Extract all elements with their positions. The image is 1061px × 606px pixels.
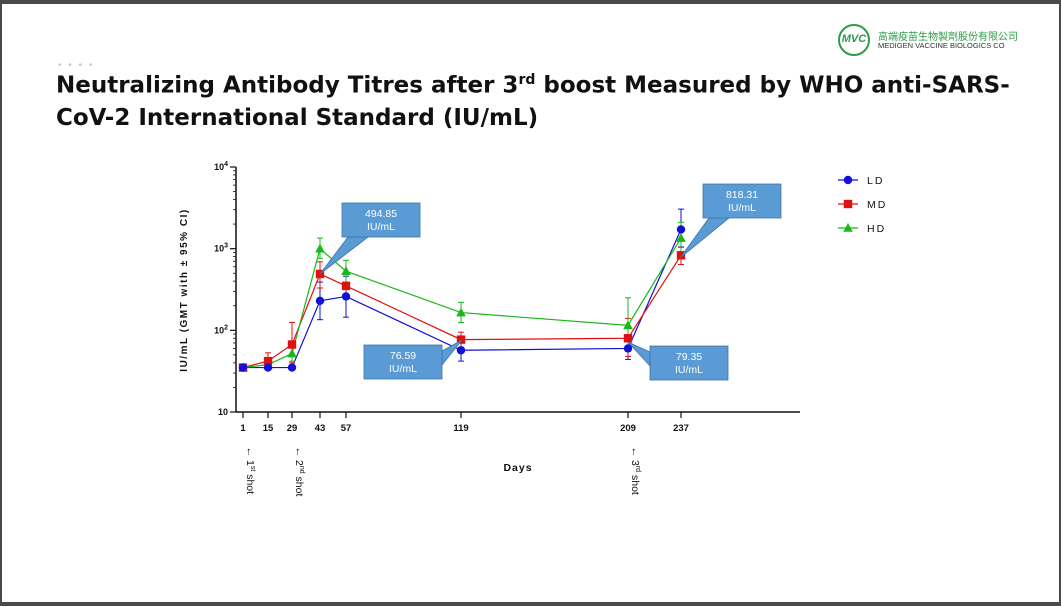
- legend-label-ld: LD: [867, 175, 884, 187]
- annotation-text: 494.85: [365, 208, 397, 220]
- x-tick-label: 57: [341, 423, 352, 434]
- data-point-md: [263, 356, 273, 366]
- data-point-md: [341, 281, 351, 291]
- shot-word: shot: [293, 474, 305, 497]
- data-point-ld: [315, 296, 325, 305]
- title-rest: boost Measured by WHO anti-SARS-CoV-2 In…: [56, 72, 1010, 131]
- annotation-pointer: [679, 217, 731, 259]
- shot-superscript: rd: [634, 466, 641, 472]
- legend-marker-hd: [843, 223, 853, 232]
- shot-word: shot: [629, 472, 641, 495]
- annotation-text: 818.31: [726, 189, 758, 201]
- annotation-text: IU/mL: [367, 221, 395, 233]
- annotation-text: IU/mL: [389, 363, 417, 375]
- logo-circle-icon: [838, 24, 870, 56]
- shot-superscript: st: [249, 466, 256, 472]
- x-tick-label: 29: [287, 423, 298, 434]
- data-point-ld: [676, 225, 686, 234]
- annotation-box: [649, 345, 729, 381]
- data-point-ld: [287, 363, 297, 372]
- annotation-text: IU/mL: [675, 364, 703, 376]
- x-tick-label: 43: [315, 423, 326, 434]
- annotation-text: 79.35: [676, 351, 702, 363]
- legend-label-hd: HD: [867, 223, 886, 235]
- annotation-box: [341, 202, 421, 238]
- x-tick-label: 119: [453, 423, 468, 434]
- slide: • • • • Neutralizing Antibody Titres aft…: [2, 4, 1059, 602]
- data-point-md: [456, 335, 466, 344]
- shot-label: 3rd shot: [629, 460, 641, 495]
- annotation-box: [702, 183, 782, 219]
- logo-name-chinese: 高端疫苗生物製劑股份有限公司: [878, 32, 1018, 43]
- y-tick-label: 102: [214, 324, 228, 335]
- shot-number: 2: [293, 460, 305, 466]
- data-point-md: [623, 334, 633, 343]
- y-tick-label: 103: [214, 243, 228, 254]
- x-tick-label: 209: [620, 423, 636, 434]
- data-point-ld: [456, 346, 466, 355]
- logo-name-english: MEDIGEN VACCINE BIOLOGICS CO: [878, 41, 1005, 50]
- shot-label: 1st shot: [244, 460, 256, 494]
- data-point-ld: [341, 292, 351, 301]
- slide-title: Neutralizing Antibody Titres after 3rd b…: [56, 64, 1036, 134]
- shot-arrow: ←: [244, 447, 256, 458]
- logo-mark: MVC: [841, 33, 867, 45]
- legend-marker-ld: [843, 175, 853, 185]
- annotation-pointer: [627, 341, 651, 368]
- data-point-hd: [676, 233, 686, 242]
- decorative-dots: • • • •: [58, 60, 95, 71]
- shot-number: 1: [244, 460, 256, 466]
- x-tick-label: 1: [240, 423, 246, 434]
- shot-superscript: nd: [298, 466, 305, 474]
- legend-marker-md: [843, 199, 853, 209]
- y-axis-label: IU/mL (GMT with ± 95% CI): [179, 208, 190, 371]
- data-point-ld: [263, 363, 273, 372]
- data-point-hd: [315, 243, 325, 253]
- data-point-hd: [287, 348, 297, 358]
- annotation-text: IU/mL: [728, 202, 756, 214]
- company-logo: MVC 高端疫苗生物製劑股份有限公司 MEDIGEN VACCINE BIOLO…: [838, 24, 1058, 64]
- shot-arrow: ←: [293, 447, 305, 458]
- x-axis-label: Days: [503, 462, 532, 474]
- shot-label: 2nd shot: [293, 460, 305, 496]
- title-superscript: rd: [518, 72, 536, 88]
- data-point-md: [676, 251, 686, 260]
- y-tick-label: 104: [214, 161, 228, 172]
- y-tick-exponent: 2: [224, 324, 228, 331]
- legend-label-md: MD: [867, 199, 887, 211]
- x-tick-label: 237: [673, 423, 689, 434]
- data-point-ld: [623, 344, 633, 353]
- annotation-box: [363, 344, 443, 380]
- data-point-hd: [456, 307, 466, 317]
- y-tick-label: 10: [218, 407, 228, 417]
- x-tick-label: 15: [263, 423, 274, 434]
- y-tick-exponent: 3: [224, 243, 228, 250]
- shot-arrow: ←: [629, 447, 641, 458]
- data-point-hd: [623, 320, 633, 330]
- annotation-text: 76.59: [390, 350, 416, 362]
- data-point-ld: [238, 363, 248, 372]
- shot-number: 3: [629, 460, 641, 466]
- y-tick-exponent: 4: [224, 161, 228, 168]
- title-main: Neutralizing Antibody Titres after 3: [56, 72, 519, 99]
- data-point-hd: [341, 266, 351, 275]
- data-point-md: [287, 340, 297, 349]
- shot-word: shot: [244, 471, 256, 494]
